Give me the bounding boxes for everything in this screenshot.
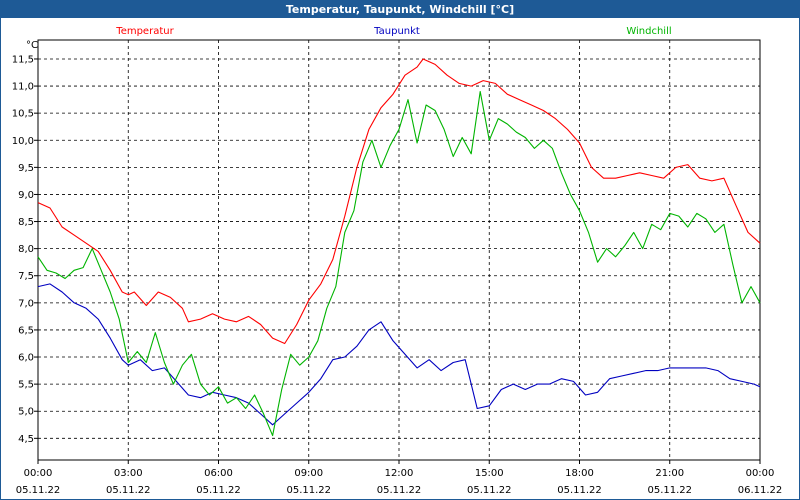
x-tick-date: 05.11.22 bbox=[106, 485, 151, 496]
x-tick-time: 00:00 bbox=[746, 468, 775, 479]
y-tick-label: 11,0 bbox=[12, 82, 34, 93]
x-tick-date: 05.11.22 bbox=[16, 485, 61, 496]
x-tick-date: 05.11.22 bbox=[647, 485, 692, 496]
x-tick-date: 05.11.22 bbox=[557, 485, 602, 496]
x-tick-time: 18:00 bbox=[565, 468, 594, 479]
y-tick-label: 8,5 bbox=[18, 217, 34, 228]
x-tick-time: 12:00 bbox=[385, 468, 414, 479]
x-axis: 00:00 05.11.22 03:00 05.11.22 06:00 05.11.22 0… bbox=[16, 460, 783, 496]
x-tick-time: 15:00 bbox=[475, 468, 504, 479]
x-tick-time: 00:00 bbox=[24, 468, 53, 479]
y-tick-label: 7,0 bbox=[18, 298, 34, 309]
y-tick-label: 10,5 bbox=[12, 109, 34, 120]
x-tick-time: 09:00 bbox=[294, 468, 323, 479]
x-tick-time: 03:00 bbox=[114, 468, 143, 479]
series-line-taupunkt bbox=[37, 283, 761, 426]
y-tick-label: 9,5 bbox=[18, 163, 34, 174]
y-tick-label: 7,5 bbox=[18, 271, 34, 282]
x-tick-date: 06.11.22 bbox=[738, 485, 783, 496]
y-tick-label: 5,0 bbox=[18, 407, 34, 418]
y-tick-label: 10,0 bbox=[12, 136, 34, 147]
y-tick-label: 9,0 bbox=[18, 190, 34, 201]
y-tick-label: 6,5 bbox=[18, 325, 34, 336]
window-title: Temperatur, Taupunkt, Windchill [°C] bbox=[1, 1, 799, 18]
grid-lines bbox=[38, 40, 760, 460]
y-axis: 4,5 5,0 5,5 6,0 6,5 7,0 7,5 8,0 8,5 9,0 9,5 10,0 10,… bbox=[12, 54, 38, 445]
x-tick-date: 05.11.22 bbox=[286, 485, 331, 496]
y-tick-label: 5,5 bbox=[18, 380, 34, 391]
y-axis-unit: °C bbox=[26, 40, 38, 51]
x-tick-date: 05.11.22 bbox=[377, 485, 422, 496]
legend-entry-taupunkt: Taupunkt bbox=[373, 26, 420, 37]
legend-entry-temperatur: Temperatur bbox=[115, 26, 174, 37]
y-tick-label: 4,5 bbox=[18, 434, 34, 445]
y-tick-label: 8,0 bbox=[18, 244, 34, 255]
x-tick-date: 05.11.22 bbox=[196, 485, 241, 496]
series-line-temperatur bbox=[37, 58, 761, 345]
legend: Temperatur Taupunkt Windchill bbox=[115, 26, 671, 37]
series-layer bbox=[37, 58, 761, 437]
x-tick-time: 21:00 bbox=[655, 468, 684, 479]
series-line-windchill bbox=[37, 90, 761, 437]
y-tick-label: 6,0 bbox=[18, 353, 34, 364]
legend-entry-windchill: Windchill bbox=[626, 26, 671, 37]
x-tick-time: 06:00 bbox=[204, 468, 233, 479]
y-tick-label: 11,5 bbox=[12, 54, 34, 65]
x-tick-date: 05.11.22 bbox=[467, 485, 512, 496]
